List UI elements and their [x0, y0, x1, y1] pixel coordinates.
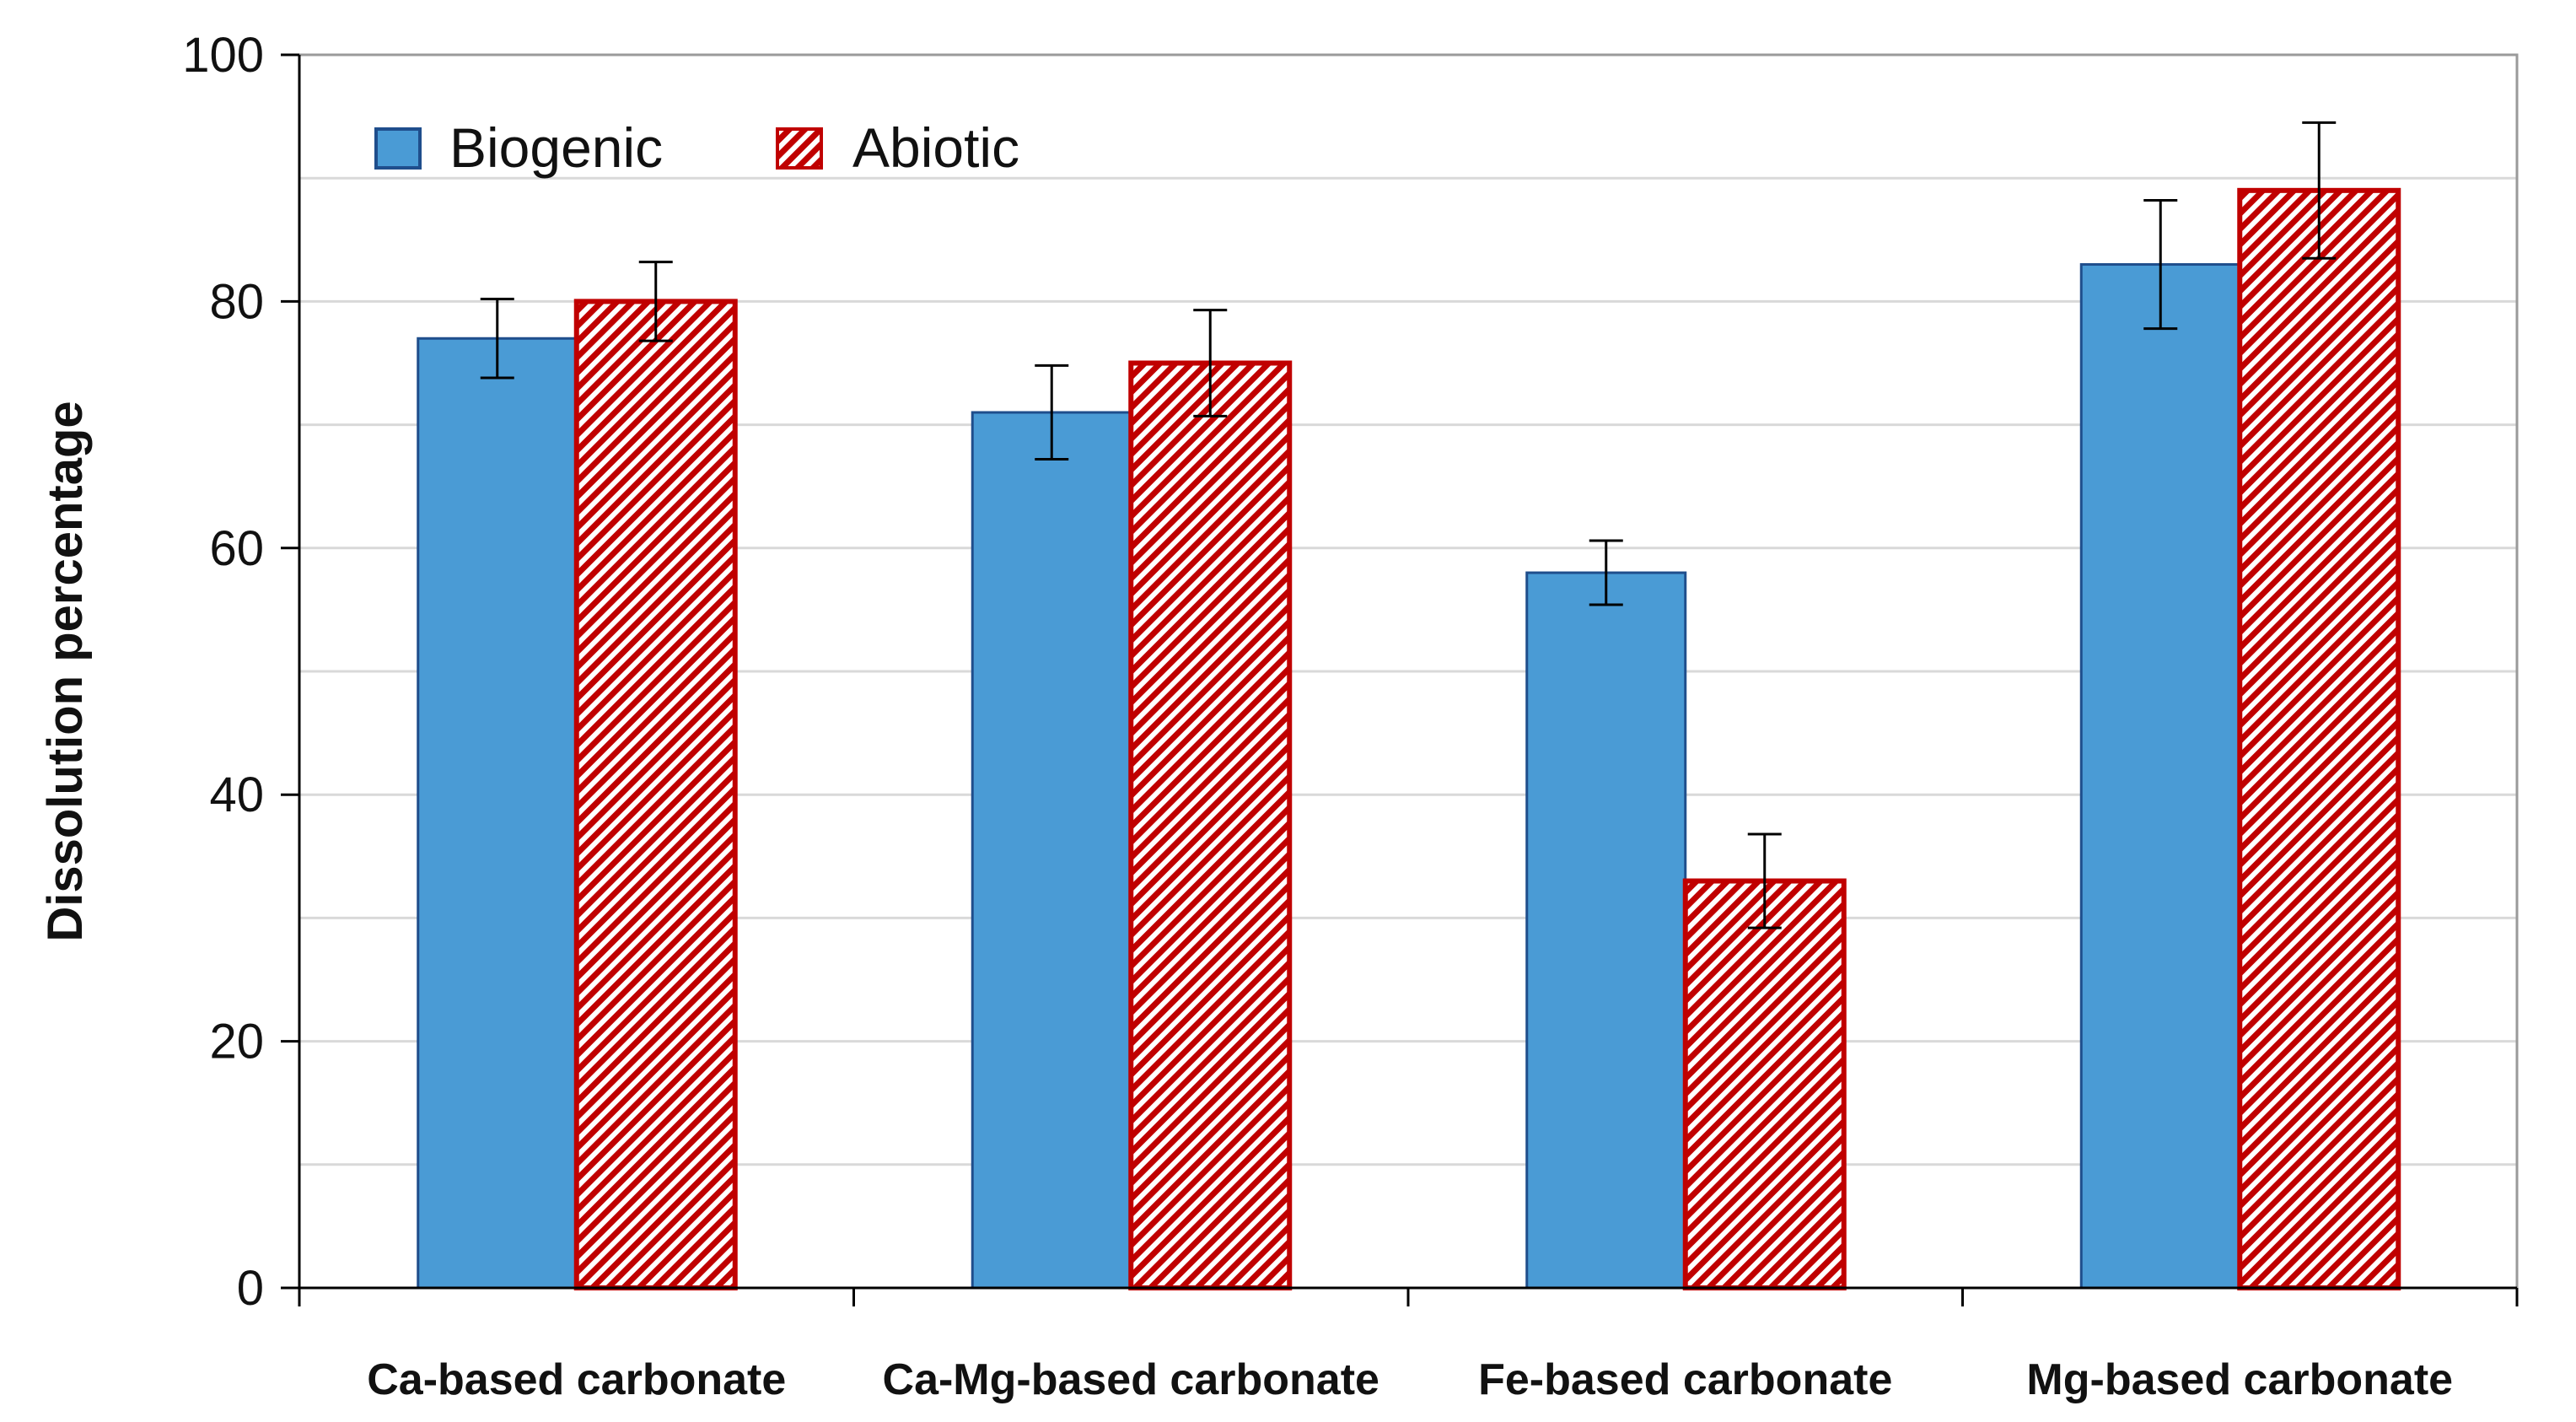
- bar-abiotic-3: [2237, 187, 2401, 1291]
- y-tick-label-0: 0: [237, 1261, 264, 1316]
- y-tick-label-80: 80: [209, 274, 264, 329]
- category-label-1: Ca-Mg-based carbonate: [883, 1355, 1379, 1404]
- error-bars: [480, 121, 2337, 929]
- y-tick-label-40: 40: [209, 768, 264, 822]
- error-bar-abiotic-1: [1193, 309, 1228, 417]
- error-bar-biogenic-1: [1035, 364, 1069, 461]
- y-tick-labels: 0 20 40 60 80 100: [182, 28, 264, 1316]
- error-bar-abiotic-0: [638, 261, 673, 342]
- y-tick-label-20: 20: [209, 1015, 264, 1069]
- y-tick-label-100: 100: [182, 28, 264, 83]
- y-axis-title: Dissolution percentage: [38, 401, 93, 941]
- error-bar-biogenic-2: [1589, 539, 1623, 606]
- y-tick-label-60: 60: [209, 521, 264, 576]
- legend-swatch-biogenic: [374, 127, 422, 170]
- bar-abiotic-2: [1682, 878, 1847, 1291]
- axes: [281, 53, 2519, 1306]
- bar-abiotic-1: [1128, 360, 1293, 1290]
- bars: [417, 187, 2401, 1291]
- legend-label-abiotic: Abiotic: [852, 116, 1019, 179]
- error-bar-biogenic-3: [2143, 199, 2178, 331]
- category-labels: Ca-based carbonate Ca-Mg-based carbonate F…: [367, 1355, 2453, 1404]
- category-label-2: Fe-based carbonate: [1478, 1355, 1892, 1404]
- error-bar-biogenic-0: [480, 297, 514, 380]
- bar-biogenic-2: [1525, 571, 1687, 1290]
- category-label-0: Ca-based carbonate: [367, 1355, 786, 1404]
- bar-biogenic-1: [971, 411, 1132, 1290]
- bar-biogenic-0: [417, 337, 578, 1290]
- legend-label-biogenic: Biogenic: [449, 116, 663, 179]
- bar-biogenic-3: [2079, 263, 2241, 1290]
- legend-swatch-abiotic: [776, 127, 823, 170]
- legend: Biogenic Abiotic: [374, 116, 1019, 179]
- category-label-3: Mg-based carbonate: [2026, 1355, 2453, 1404]
- error-bar-abiotic-2: [1747, 832, 1782, 929]
- bar-abiotic-0: [573, 299, 738, 1290]
- error-bar-abiotic-3: [2302, 121, 2337, 260]
